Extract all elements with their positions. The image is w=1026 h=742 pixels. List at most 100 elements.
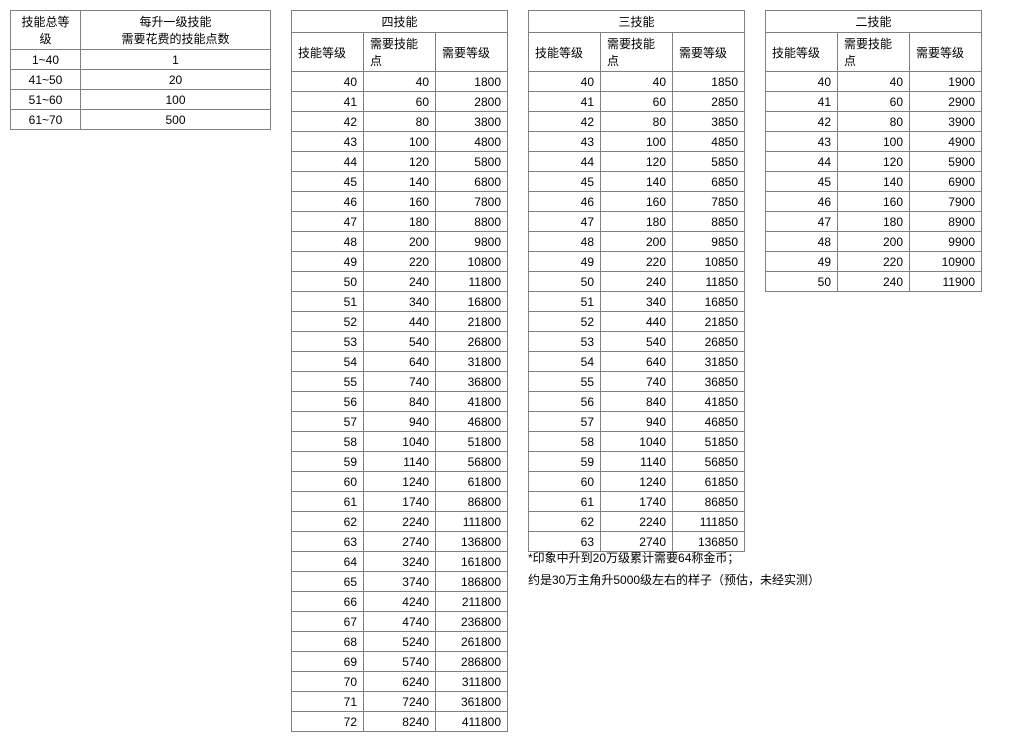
skill-table-3: 三技能 技能等级 需要技能点 需要等级 40401850416028504280… [528,10,745,552]
skill3-title-row: 三技能 [529,11,745,33]
table-row: 632740136800 [292,532,508,552]
table-cell: 46 [292,192,364,212]
table-cell: 340 [364,292,436,312]
table-cell: 440 [364,312,436,332]
table-cell: 220 [364,252,436,272]
table-cell: 2240 [364,512,436,532]
table-cell: 10900 [910,252,982,272]
table-cell: 740 [601,372,673,392]
table-cell: 44 [529,152,601,172]
table-cell: 16850 [673,292,745,312]
table-row: 61174086850 [529,492,745,512]
table-cell: 640 [364,352,436,372]
summary-block: 技能总等级 每升一级技能 需要花费的技能点数 1~40141~502051~60… [10,10,271,130]
table-cell: 840 [364,392,436,412]
table-cell: 80 [364,112,436,132]
table-row: 622240111800 [292,512,508,532]
summary-header-points: 每升一级技能 需要花费的技能点数 [81,11,271,50]
table-cell: 361800 [436,692,508,712]
table-cell: 65 [292,572,364,592]
table-row: 685240261800 [292,632,508,652]
table-cell: 72 [292,712,364,732]
skill4-title: 四技能 [292,11,508,33]
table-cell: 61 [292,492,364,512]
table-cell: 56800 [436,452,508,472]
table-cell: 41 [529,92,601,112]
table-cell: 940 [364,412,436,432]
table-cell: 8240 [364,712,436,732]
table-cell: 1740 [601,492,673,512]
table-cell: 41 [766,92,838,112]
table-cell: 261800 [436,632,508,652]
table-cell: 240 [364,272,436,292]
table-cell: 8900 [910,212,982,232]
table-cell: 80 [601,112,673,132]
summary-row: 51~60100 [11,90,271,110]
table-cell: 220 [601,252,673,272]
table-cell: 1040 [601,432,673,452]
table-row: 431004850 [529,132,745,152]
table-row: 5684041850 [529,392,745,412]
table-row: 40401900 [766,72,982,92]
table-cell: 48 [766,232,838,252]
table-cell: 540 [364,332,436,352]
table-cell: 50 [766,272,838,292]
skill-block-2: 二技能 技能等级 需要技能点 需要等级 40401900416029004280… [765,10,982,292]
table-cell: 49 [292,252,364,272]
skill4-col0: 技能等级 [292,33,364,72]
summary-cell: 20 [81,70,271,90]
table-cell: 36800 [436,372,508,392]
table-row: 5134016850 [529,292,745,312]
table-cell: 240 [601,272,673,292]
table-cell: 40 [292,72,364,92]
table-cell: 9850 [673,232,745,252]
table-row: 41602800 [292,92,508,112]
table-row: 5244021850 [529,312,745,332]
table-cell: 47 [766,212,838,232]
table-row: 674740236800 [292,612,508,632]
table-row: 42803850 [529,112,745,132]
table-cell: 36850 [673,372,745,392]
table-cell: 53 [529,332,601,352]
table-cell: 50 [529,272,601,292]
table-cell: 47 [292,212,364,232]
table-cell: 67 [292,612,364,632]
table-cell: 120 [838,152,910,172]
skill3-col0: 技能等级 [529,33,601,72]
table-row: 40401800 [292,72,508,92]
table-cell: 200 [838,232,910,252]
table-cell: 86850 [673,492,745,512]
table-row: 5574036800 [292,372,508,392]
table-row: 431004900 [766,132,982,152]
table-cell: 3240 [364,552,436,572]
table-cell: 4800 [436,132,508,152]
table-cell: 51 [292,292,364,312]
table-cell: 740 [364,372,436,392]
table-cell: 5900 [910,152,982,172]
table-cell: 86800 [436,492,508,512]
table-cell: 40 [529,72,601,92]
table-cell: 51800 [436,432,508,452]
table-cell: 51 [529,292,601,312]
table-cell: 160 [838,192,910,212]
table-cell: 180 [364,212,436,232]
table-cell: 56850 [673,452,745,472]
table-cell: 58 [529,432,601,452]
summary-cell: 41~50 [11,70,81,90]
skill-block-4: 四技能 技能等级 需要技能点 需要等级 40401800416028004280… [291,10,508,732]
table-cell: 60 [838,92,910,112]
skill-table-2: 二技能 技能等级 需要技能点 需要等级 40401900416029004280… [765,10,982,292]
table-cell: 52 [529,312,601,332]
summary-row: 41~5020 [11,70,271,90]
table-row: 471808800 [292,212,508,232]
table-cell: 43 [529,132,601,152]
table-cell: 1800 [436,72,508,92]
table-row: 664240211800 [292,592,508,612]
summary-cell: 1 [81,50,271,70]
table-cell: 57 [529,412,601,432]
table-cell: 100 [364,132,436,152]
table-cell: 80 [838,112,910,132]
table-cell: 161800 [436,552,508,572]
table-cell: 1900 [910,72,982,92]
summary-cell: 100 [81,90,271,110]
